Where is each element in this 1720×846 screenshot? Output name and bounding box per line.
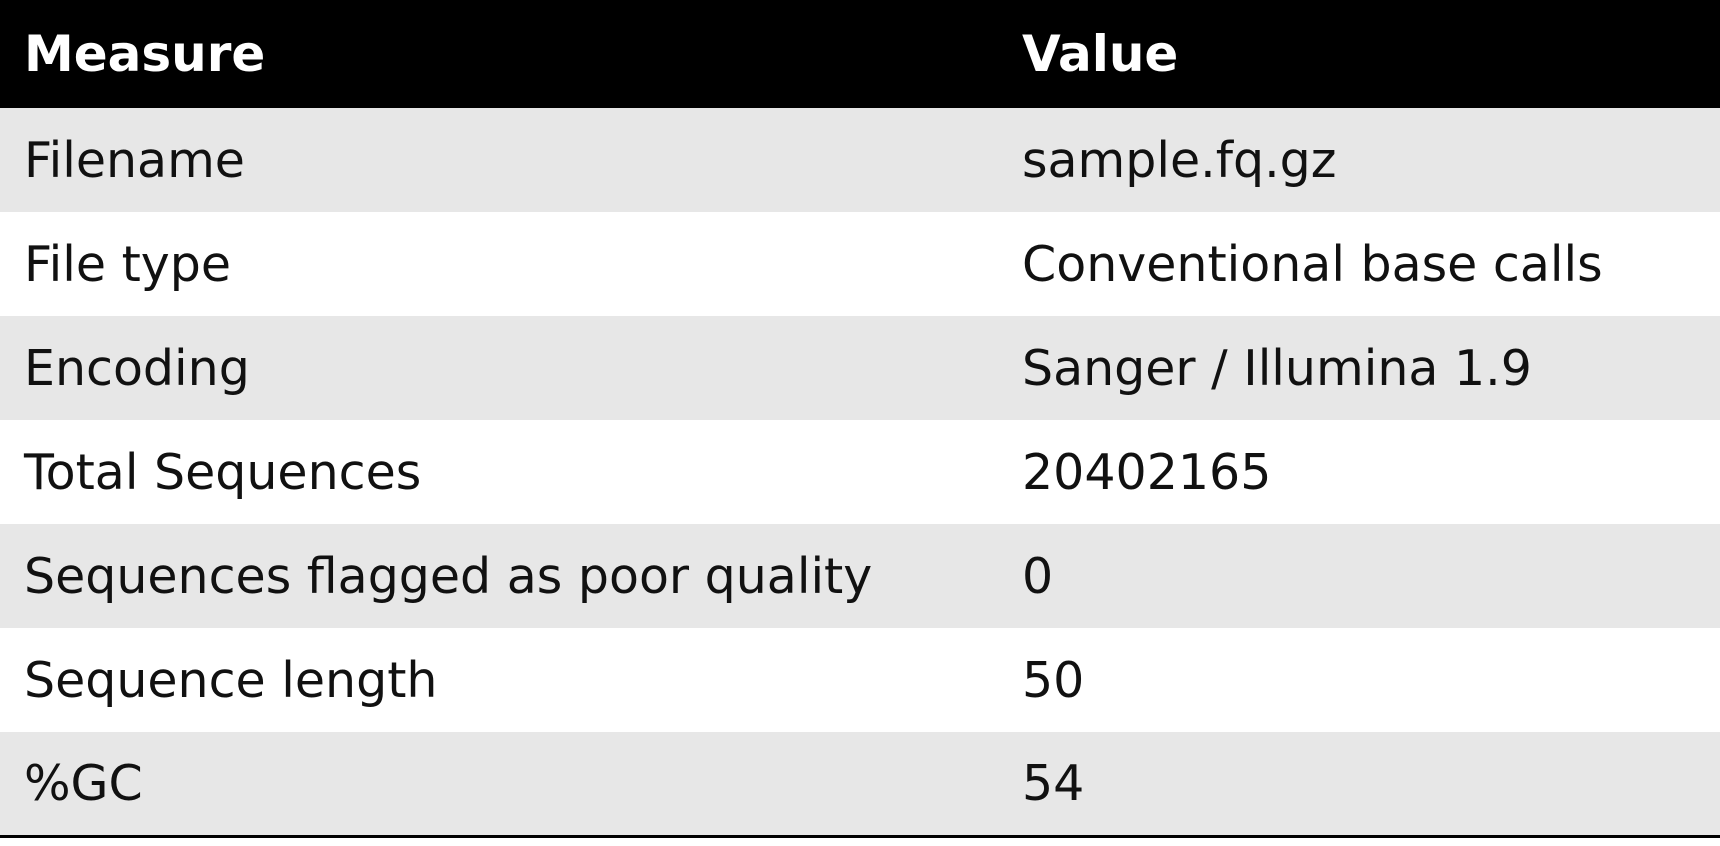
measure-cell: Total Sequences (24, 443, 422, 501)
table-header: Measure Value (0, 0, 1720, 108)
value-cell: Conventional base calls (1022, 235, 1603, 293)
measure-cell: Encoding (24, 339, 250, 397)
measure-cell: Sequence length (24, 651, 438, 709)
table-row: Filename sample.fq.gz (0, 108, 1720, 212)
column-header-value: Value (1022, 25, 1179, 83)
table-row: Encoding Sanger / Illumina 1.9 (0, 316, 1720, 420)
measure-cell: Sequences flagged as poor quality (24, 547, 873, 605)
table-row: File type Conventional base calls (0, 212, 1720, 316)
value-cell: 0 (1022, 547, 1054, 605)
measure-cell: Filename (24, 131, 245, 189)
value-cell: sample.fq.gz (1022, 131, 1337, 189)
table-row: Sequences flagged as poor quality 0 (0, 524, 1720, 628)
table-row: Sequence length 50 (0, 628, 1720, 732)
value-cell: 54 (1022, 754, 1085, 812)
measure-cell: %GC (24, 754, 143, 812)
measure-cell: File type (24, 235, 232, 293)
table-body: Filename sample.fq.gz File type Conventi… (0, 108, 1720, 836)
column-header-measure: Measure (24, 25, 266, 83)
table-row: %GC 54 (0, 732, 1720, 836)
value-cell: 20402165 (1022, 443, 1272, 501)
value-cell: Sanger / Illumina 1.9 (1022, 339, 1532, 397)
header-row: Measure Value (0, 0, 1720, 108)
table-row: Total Sequences 20402165 (0, 420, 1720, 524)
value-cell: 50 (1022, 651, 1085, 709)
